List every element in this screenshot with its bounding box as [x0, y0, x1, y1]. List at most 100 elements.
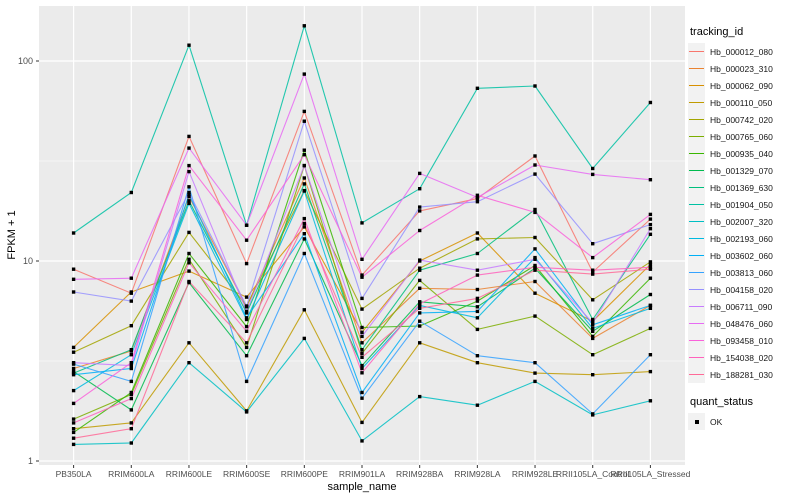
data-point	[71, 401, 76, 406]
data-point	[475, 403, 480, 407]
data-point	[244, 304, 249, 308]
legend-entry-Hb_188281_030: Hb_188281_030	[688, 366, 800, 383]
data-point	[648, 276, 653, 280]
data-point	[129, 392, 133, 397]
data-point	[360, 390, 364, 395]
data-point	[591, 319, 595, 323]
data-point	[302, 237, 306, 241]
data-point	[418, 258, 422, 262]
data-point	[187, 257, 191, 261]
data-point	[591, 323, 595, 327]
data-point	[302, 232, 306, 236]
data-point	[418, 286, 422, 290]
data-point	[648, 260, 653, 264]
legend-entry-Hb_000012_080: Hb_000012_080	[688, 43, 800, 60]
y-tick-label: 100	[18, 56, 33, 66]
data-point	[187, 199, 191, 203]
legend-entry-Hb_154038_020: Hb_154038_020	[688, 349, 800, 366]
data-point	[533, 268, 537, 272]
line-swatch-icon	[688, 366, 705, 383]
data-point	[360, 307, 364, 311]
y-tick-label: 10	[23, 256, 33, 266]
legend-label: Hb_048476_060	[710, 318, 773, 329]
line-swatch-icon	[688, 315, 705, 332]
swatch-line	[689, 118, 704, 121]
data-point	[418, 319, 422, 323]
data-point	[129, 379, 133, 384]
data-point	[302, 308, 306, 312]
data-point	[129, 396, 133, 401]
swatch-line	[689, 288, 704, 291]
legend-group-quant-status: quant_status OK	[688, 396, 800, 430]
data-point	[244, 345, 249, 350]
swatch-line	[689, 339, 704, 342]
legend-label: Hb_004158_020	[710, 284, 773, 295]
data-point	[591, 298, 595, 302]
data-point	[187, 361, 191, 365]
y-axis-title: FPKM + 1	[6, 210, 18, 259]
data-point	[360, 330, 364, 334]
data-point	[244, 341, 249, 345]
data-point	[591, 268, 595, 272]
legend-entry-Hb_000935_040: Hb_000935_040	[688, 145, 800, 162]
data-point	[71, 277, 76, 281]
data-point	[475, 361, 480, 365]
legend-entry-Hb_002193_060: Hb_002193_060	[688, 230, 800, 247]
data-point	[187, 261, 191, 265]
data-point	[533, 207, 537, 212]
legend-label-ok: OK	[710, 416, 723, 427]
data-point	[360, 221, 364, 225]
data-point	[187, 279, 191, 284]
legend-entry-Hb_004158_020: Hb_004158_020	[688, 281, 800, 298]
data-point	[244, 329, 249, 333]
data-point	[648, 265, 653, 269]
swatch-line	[689, 305, 704, 308]
data-point	[71, 350, 76, 354]
data-point	[302, 72, 306, 76]
data-point	[418, 266, 422, 270]
legend-label: Hb_000765_060	[710, 131, 773, 142]
x-tick-label: RRIM600SE	[223, 469, 271, 479]
data-point	[302, 189, 306, 193]
swatch-line	[689, 135, 704, 138]
data-point	[360, 275, 364, 279]
data-point	[187, 230, 191, 235]
line-swatch-icon	[688, 349, 705, 366]
line-swatch-icon	[688, 77, 705, 94]
data-point	[475, 327, 480, 332]
data-point	[648, 227, 653, 231]
legend-entry-Hb_000765_060: Hb_000765_060	[688, 128, 800, 145]
legend-label: Hb_006711_090	[710, 301, 773, 312]
legend-entries-tracking-id: Hb_000012_080 Hb_000023_310 Hb_000062_090 H…	[688, 43, 800, 383]
data-point	[360, 355, 364, 359]
data-point	[475, 193, 480, 197]
line-swatch-icon	[688, 196, 705, 213]
x-tick-label: RRII105LA_Stressed	[610, 469, 690, 479]
data-point	[533, 314, 537, 318]
data-point	[360, 348, 364, 352]
legend-label: Hb_093458_010	[710, 335, 773, 346]
data-point	[71, 442, 76, 447]
legend-entry-Hb_000742_020: Hb_000742_020	[688, 111, 800, 128]
data-point	[71, 345, 76, 350]
line-swatch-icon	[688, 281, 705, 298]
data-point	[187, 194, 191, 199]
x-tick-label: RRII105LA_Control	[556, 469, 630, 479]
data-point	[129, 427, 133, 431]
legend-entry-Hb_093458_010: Hb_093458_010	[688, 332, 800, 349]
line-swatch-icon	[688, 213, 705, 230]
data-point	[648, 262, 653, 267]
data-point	[591, 270, 595, 274]
swatch-line	[689, 254, 704, 257]
data-point	[591, 166, 595, 171]
legend-label: Hb_003602_060	[710, 250, 773, 261]
data-point	[129, 390, 133, 395]
data-point	[244, 238, 249, 242]
data-point	[648, 178, 653, 182]
data-point	[187, 185, 191, 189]
data-point	[129, 324, 133, 328]
data-point	[71, 373, 76, 377]
data-point	[71, 361, 76, 365]
data-point	[475, 200, 480, 204]
